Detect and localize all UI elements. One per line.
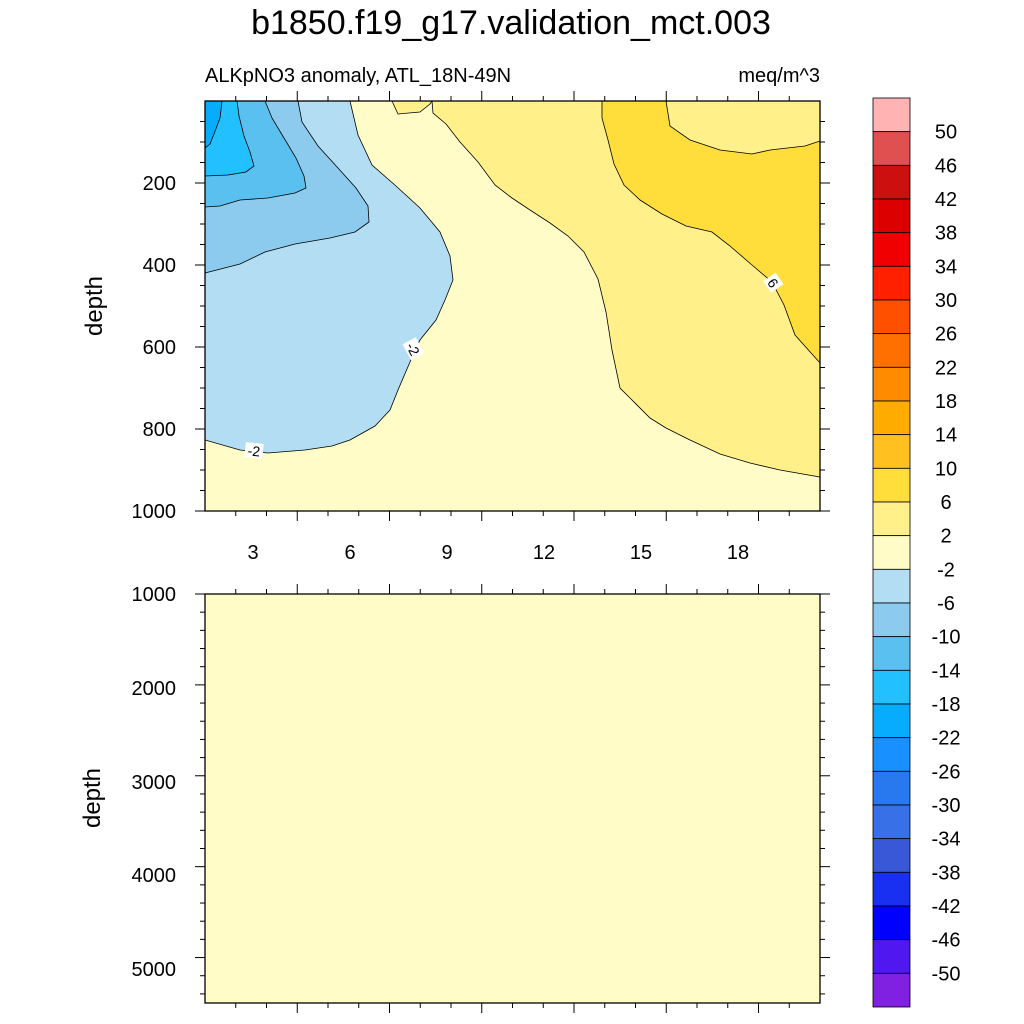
svg-text:-2: -2 <box>247 442 261 459</box>
colorbar-swatch <box>872 299 911 335</box>
colorbar-label: -10 <box>932 627 961 649</box>
colorbar-label: -50 <box>932 963 961 985</box>
y-tick-label: 3000 <box>132 772 177 794</box>
colorbar-swatch <box>872 198 911 234</box>
colorbar-swatch <box>872 669 911 705</box>
colorbar-swatch <box>872 232 911 267</box>
colorbar-label: 46 <box>935 155 957 177</box>
colorbar-swatch <box>872 770 911 806</box>
top-panel-subtitle-left: ALKpNO3 anomaly, ATL_18N-49N <box>205 65 511 87</box>
colorbar-label: 34 <box>935 256 957 278</box>
colorbar-swatch <box>872 333 911 368</box>
top-contour-fill-6-to-10 <box>601 100 821 365</box>
bottom-panel-y-tick-labels: 1000 2000 3000 4000 5000 <box>132 584 177 981</box>
top-panel-y-tick-labels: 200 400 600 800 1000 <box>132 173 177 523</box>
y-tick-label: 5000 <box>132 959 177 981</box>
colorbar-swatch <box>872 905 911 941</box>
y-tick-label: 4000 <box>132 865 177 887</box>
y-tick-label: 200 <box>143 173 176 195</box>
y-tick-label: 800 <box>143 419 176 441</box>
colorbar-label: -30 <box>932 795 961 817</box>
colorbar-label: 18 <box>935 391 957 413</box>
colorbar-label: -26 <box>932 761 961 783</box>
y-tick-label: 600 <box>143 337 176 359</box>
x-tick-label: 6 <box>344 542 355 564</box>
figure-title: b1850.f19_g17.validation_mct.003 <box>251 4 771 42</box>
colorbar-label: -46 <box>932 930 961 952</box>
colorbar-label: -34 <box>932 829 961 851</box>
colorbar-label: 30 <box>935 290 957 312</box>
colorbar-label: 22 <box>935 357 957 379</box>
x-tick-label: 9 <box>441 542 452 564</box>
colorbar-label: 50 <box>935 122 957 144</box>
colorbar-label: -38 <box>932 862 961 884</box>
colorbar-swatch <box>872 838 911 873</box>
colorbar-swatch <box>872 164 911 200</box>
colorbar-swatch <box>872 939 911 974</box>
colorbar-label: 2 <box>940 526 951 548</box>
colorbar-swatch <box>872 871 911 907</box>
colorbar-swatch <box>872 602 911 638</box>
colorbar-swatch <box>872 501 911 537</box>
top-panel: ALKpNO3 anomaly, ATL_18N-49N meq/m^3 -2 <box>81 65 830 564</box>
colorbar-label: 10 <box>935 458 957 480</box>
colorbar <box>872 97 911 1008</box>
colorbar-swatch <box>872 467 911 503</box>
colorbar-label: -22 <box>932 728 961 750</box>
colorbar-label: -14 <box>932 660 961 682</box>
bottom-contour-fill-near-zero <box>205 594 820 1003</box>
y-tick-label: 1000 <box>132 501 177 523</box>
colorbar-swatch <box>872 97 911 133</box>
colorbar-swatch <box>872 737 911 772</box>
colorbar-swatch <box>872 568 911 604</box>
top-contour-label: -2 <box>244 442 264 460</box>
colorbar-swatch <box>872 131 911 166</box>
y-tick-label: 2000 <box>132 678 177 700</box>
colorbar-label: -42 <box>932 896 961 918</box>
top-contour-label: 6 <box>763 272 784 293</box>
colorbar-label: 26 <box>935 324 957 346</box>
colorbar-swatch <box>872 804 911 840</box>
top-panel-subtitle-right: meq/m^3 <box>738 65 820 87</box>
colorbar-label: 14 <box>935 425 957 447</box>
colorbar-swatch <box>872 434 911 469</box>
x-tick-label: 18 <box>727 542 749 564</box>
colorbar-swatch <box>872 366 911 402</box>
bottom-panel: depth 1000 2000 3000 4000 5000 <box>79 584 830 1013</box>
colorbar-swatch <box>872 400 911 436</box>
bottom-panel-ticks <box>195 584 830 1013</box>
colorbar-swatch <box>872 535 911 570</box>
y-tick-label: 400 <box>143 255 176 277</box>
colorbar-swatch <box>872 972 911 1008</box>
colorbar-label: -6 <box>937 593 955 615</box>
colorbar-label: 6 <box>940 492 951 514</box>
colorbar-label: -18 <box>932 694 961 716</box>
top-panel-ticks <box>195 91 830 521</box>
x-tick-label: 15 <box>630 542 652 564</box>
x-tick-label: 3 <box>247 542 258 564</box>
top-panel-plot-area: -2 -2 6 <box>195 91 830 521</box>
bottom-panel-ylabel: depth <box>79 768 106 828</box>
colorbar-swatch <box>872 265 911 301</box>
y-tick-label: 1000 <box>132 584 177 606</box>
colorbar-labels: 50 46 42 38 34 30 26 22 18 14 10 6 2 -2 -6 -10 -14 -18 -22… <box>932 122 961 986</box>
top-panel-ylabel: depth <box>81 276 108 336</box>
colorbar-label: -2 <box>937 559 955 581</box>
top-panel-x-tick-labels: 3 6 9 12 15 18 <box>247 542 749 564</box>
colorbar-swatch <box>872 636 911 671</box>
x-tick-label: 12 <box>533 542 555 564</box>
top-contour-label: -2 <box>402 337 425 361</box>
colorbar-swatch <box>872 703 911 739</box>
colorbar-label: 42 <box>935 189 957 211</box>
colorbar-label: 38 <box>935 223 957 245</box>
